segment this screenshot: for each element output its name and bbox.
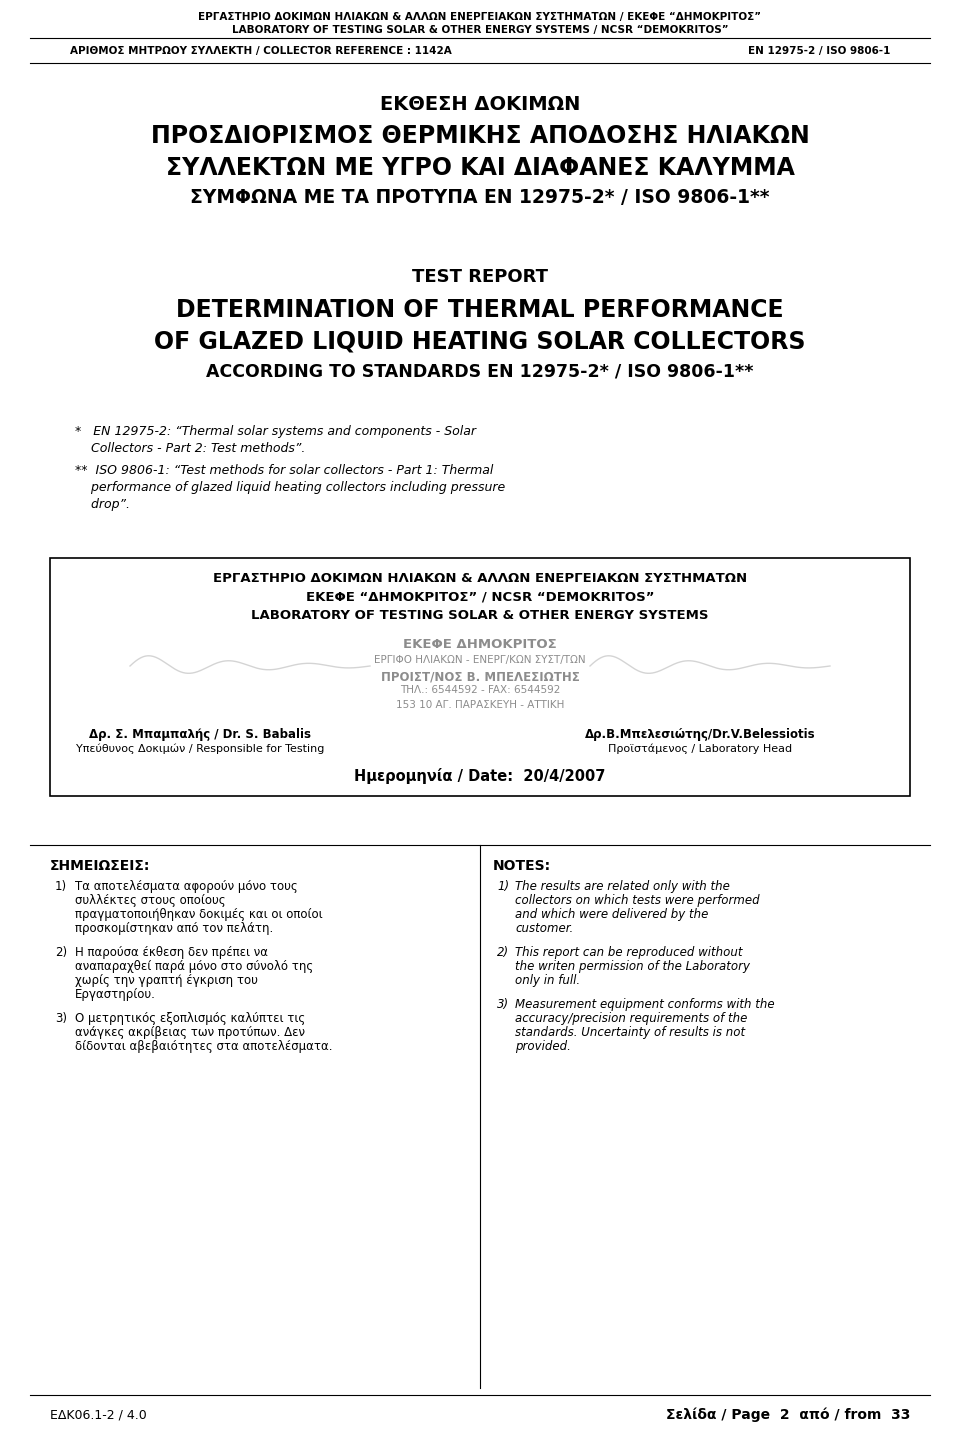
Text: The results are related only with the: The results are related only with the: [515, 880, 730, 893]
Text: *   EN 12975-2: “Thermal solar systems and components - Solar: * EN 12975-2: “Thermal solar systems and…: [75, 425, 476, 438]
Text: DETERMINATION OF THERMAL PERFORMANCE: DETERMINATION OF THERMAL PERFORMANCE: [177, 298, 783, 321]
Text: Measurement equipment conforms with the: Measurement equipment conforms with the: [515, 997, 775, 1012]
Text: 1): 1): [55, 880, 67, 893]
Text: customer.: customer.: [515, 923, 573, 936]
Text: ΠΡΟΣΔΙΟΡΙΣΜΟΣ ΘΕΡΜΙΚΗΣ ΑΠΟΔΟΣΗΣ ΗΛΙΑΚΩΝ: ΠΡΟΣΔΙΟΡΙΣΜΟΣ ΘΕΡΜΙΚΗΣ ΑΠΟΔΟΣΗΣ ΗΛΙΑΚΩΝ: [151, 123, 809, 148]
Text: provided.: provided.: [515, 1040, 571, 1053]
Text: ΕΡΓΙΦΟ ΗΛΙΑΚΩΝ - ΕΝΕΡΓ/ΚΩΝ ΣΥΣΤ/ΤΩΝ: ΕΡΓΙΦΟ ΗΛΙΑΚΩΝ - ΕΝΕΡΓ/ΚΩΝ ΣΥΣΤ/ΤΩΝ: [374, 654, 586, 664]
Text: ΑΡΙΘΜΟΣ ΜΗΤΡΩΟΥ ΣΥΛΛΕΚΤΗ / COLLECTOR REFERENCE : 1142A: ΑΡΙΘΜΟΣ ΜΗΤΡΩΟΥ ΣΥΛΛΕΚΤΗ / COLLECTOR REF…: [70, 46, 452, 56]
Text: TEST REPORT: TEST REPORT: [412, 268, 548, 286]
Text: 153 10 ΑΓ. ΠΑΡΑΣΚΕΥΗ - ΑΤΤΙΚΗ: 153 10 ΑΓ. ΠΑΡΑΣΚΕΥΗ - ΑΤΤΙΚΗ: [396, 700, 564, 710]
Text: LABORATORY OF TESTING SOLAR & OTHER ENERGY SYSTEMS / NCSR “DEMOKRITOS”: LABORATORY OF TESTING SOLAR & OTHER ENER…: [231, 24, 729, 34]
Text: 2): 2): [497, 946, 509, 959]
Text: OF GLAZED LIQUID HEATING SOLAR COLLECTORS: OF GLAZED LIQUID HEATING SOLAR COLLECTOR…: [155, 330, 805, 354]
Text: accuracy/precision requirements of the: accuracy/precision requirements of the: [515, 1012, 748, 1025]
Text: Εργαστηρίου.: Εργαστηρίου.: [75, 989, 156, 1002]
Text: ΕΚΕΦΕ ΔΗΜΟΚΡΙΤΟΣ: ΕΚΕΦΕ ΔΗΜΟΚΡΙΤΟΣ: [403, 639, 557, 651]
Text: only in full.: only in full.: [515, 974, 580, 987]
Text: αναπαραχθεί παρά μόνο στο σύνολό της: αναπαραχθεί παρά μόνο στο σύνολό της: [75, 960, 313, 973]
Text: 1): 1): [497, 880, 509, 893]
Text: ΕΔΚ06.1-2 / 4.0: ΕΔΚ06.1-2 / 4.0: [50, 1408, 147, 1421]
Text: Προϊστάμενος / Laboratory Head: Προϊστάμενος / Laboratory Head: [608, 743, 792, 753]
Text: EN 12975-2 / ISO 9806-1: EN 12975-2 / ISO 9806-1: [748, 46, 890, 56]
Text: Δρ. Σ. Μπαμπαλής / Dr. S. Babalis: Δρ. Σ. Μπαμπαλής / Dr. S. Babalis: [89, 728, 311, 740]
Text: προσκομίστηκαν από τον πελάτη.: προσκομίστηκαν από τον πελάτη.: [75, 923, 274, 936]
Text: Τα αποτελέσματα αφορούν μόνο τους: Τα αποτελέσματα αφορούν μόνο τους: [75, 880, 298, 893]
Text: πραγματοποιήθηκαν δοκιμές και οι οποίοι: πραγματοποιήθηκαν δοκιμές και οι οποίοι: [75, 908, 323, 921]
Text: standards. Uncertainty of results is not: standards. Uncertainty of results is not: [515, 1026, 745, 1039]
Text: drop”.: drop”.: [75, 498, 130, 511]
Text: LABORATORY OF TESTING SOLAR & OTHER ENERGY SYSTEMS: LABORATORY OF TESTING SOLAR & OTHER ENER…: [252, 608, 708, 621]
Text: συλλέκτες στους οποίους: συλλέκτες στους οποίους: [75, 894, 226, 907]
Text: ΕΡΓΑΣΤΗΡΙΟ ΔΟΚΙΜΩΝ ΗΛΙΑΚΩΝ & ΑΛΛΩΝ ΕΝΕΡΓΕΙΑΚΩΝ ΣΥΣΤΗΜΑΤΩΝ / ΕΚΕΦΕ “ΔΗΜΟΚΡΙΤΟΣ”: ΕΡΓΑΣΤΗΡΙΟ ΔΟΚΙΜΩΝ ΗΛΙΑΚΩΝ & ΑΛΛΩΝ ΕΝΕΡΓ…: [199, 11, 761, 22]
Text: ΕΡΓΑΣΤΗΡΙΟ ΔΟΚΙΜΩΝ ΗΛΙΑΚΩΝ & ΑΛΛΩΝ ΕΝΕΡΓΕΙΑΚΩΝ ΣΥΣΤΗΜΑΤΩΝ: ΕΡΓΑΣΤΗΡΙΟ ΔΟΚΙΜΩΝ ΗΛΙΑΚΩΝ & ΑΛΛΩΝ ΕΝΕΡΓ…: [213, 573, 747, 585]
Text: 3): 3): [497, 997, 509, 1012]
Text: χωρίς την γραπτή έγκριση του: χωρίς την γραπτή έγκριση του: [75, 974, 258, 987]
Text: Υπεύθυνος Δοκιμών / Responsible for Testing: Υπεύθυνος Δοκιμών / Responsible for Test…: [76, 743, 324, 753]
Text: Ο μετρητικός εξοπλισμός καλύπτει τις: Ο μετρητικός εξοπλισμός καλύπτει τις: [75, 1012, 305, 1025]
Text: Ημερομηνία / Date:  20/4/2007: Ημερομηνία / Date: 20/4/2007: [354, 768, 606, 784]
Text: Σελίδα / Page  2  από / from  33: Σελίδα / Page 2 από / from 33: [665, 1408, 910, 1422]
Text: δίδονται αβεβαιότητες στα αποτελέσματα.: δίδονται αβεβαιότητες στα αποτελέσματα.: [75, 1040, 332, 1053]
Text: performance of glazed liquid heating collectors including pressure: performance of glazed liquid heating col…: [75, 481, 505, 494]
Text: ανάγκες ακρίβειας των προτύπων. Δεν: ανάγκες ακρίβειας των προτύπων. Δεν: [75, 1026, 305, 1039]
Text: Η παρούσα έκθεση δεν πρέπει να: Η παρούσα έκθεση δεν πρέπει να: [75, 946, 268, 959]
Text: 2): 2): [55, 946, 67, 959]
Text: and which were delivered by the: and which were delivered by the: [515, 908, 708, 921]
Text: Δρ.Β.Μπελεσιώτης/Dr.V.Belessiotis: Δρ.Β.Μπελεσιώτης/Dr.V.Belessiotis: [585, 728, 815, 740]
Text: ΕΚΘΕΣΗ ΔΟΚΙΜΩΝ: ΕΚΘΕΣΗ ΔΟΚΙΜΩΝ: [380, 95, 580, 113]
Text: **  ISO 9806-1: “Test methods for solar collectors - Part 1: Thermal: ** ISO 9806-1: “Test methods for solar c…: [75, 464, 493, 476]
Text: the writen permission of the Laboratory: the writen permission of the Laboratory: [515, 960, 750, 973]
FancyBboxPatch shape: [50, 558, 910, 796]
Text: ΣΗΜΕΙΩΣΕΙΣ:: ΣΗΜΕΙΩΣΕΙΣ:: [50, 860, 151, 872]
Text: ΕΚΕΦΕ “ΔΗΜΟΚΡΙΤΟΣ” / NCSR “DEMOKRITOS”: ΕΚΕΦΕ “ΔΗΜΟΚΡΙΤΟΣ” / NCSR “DEMOKRITOS”: [305, 591, 655, 604]
Text: NOTES:: NOTES:: [493, 860, 551, 872]
Text: collectors on which tests were performed: collectors on which tests were performed: [515, 894, 759, 907]
Text: 3): 3): [55, 1012, 67, 1025]
Text: ΣΥΛΛΕΚΤΩΝ ΜΕ ΥΓΡΟ ΚΑΙ ΔΙΑΦΑΝΕΣ ΚΑΛΥΜΜΑ: ΣΥΛΛΕΚΤΩΝ ΜΕ ΥΓΡΟ ΚΑΙ ΔΙΑΦΑΝΕΣ ΚΑΛΥΜΜΑ: [165, 156, 795, 179]
Text: ΠΡΟΙΣΤ/ΝΟΣ Β. ΜΠΕΛΕΣΙΩΤΗΣ: ΠΡΟΙΣΤ/ΝΟΣ Β. ΜΠΕΛΕΣΙΩΤΗΣ: [380, 670, 580, 683]
Text: This report can be reproduced without: This report can be reproduced without: [515, 946, 742, 959]
Text: Collectors - Part 2: Test methods”.: Collectors - Part 2: Test methods”.: [75, 442, 305, 455]
Text: ΣΥΜΦΩΝΑ ΜΕ ΤΑ ΠΡΟΤΥΠΑ ΕΝ 12975-2* / ISO 9806-1**: ΣΥΜΦΩΝΑ ΜΕ ΤΑ ΠΡΟΤΥΠΑ ΕΝ 12975-2* / ISO …: [190, 188, 770, 207]
Text: ΤΗΛ.: 6544592 - FAX: 6544592: ΤΗΛ.: 6544592 - FAX: 6544592: [399, 684, 561, 695]
Text: ACCORDING TO STANDARDS EN 12975-2* / ISO 9806-1**: ACCORDING TO STANDARDS EN 12975-2* / ISO…: [206, 362, 754, 380]
